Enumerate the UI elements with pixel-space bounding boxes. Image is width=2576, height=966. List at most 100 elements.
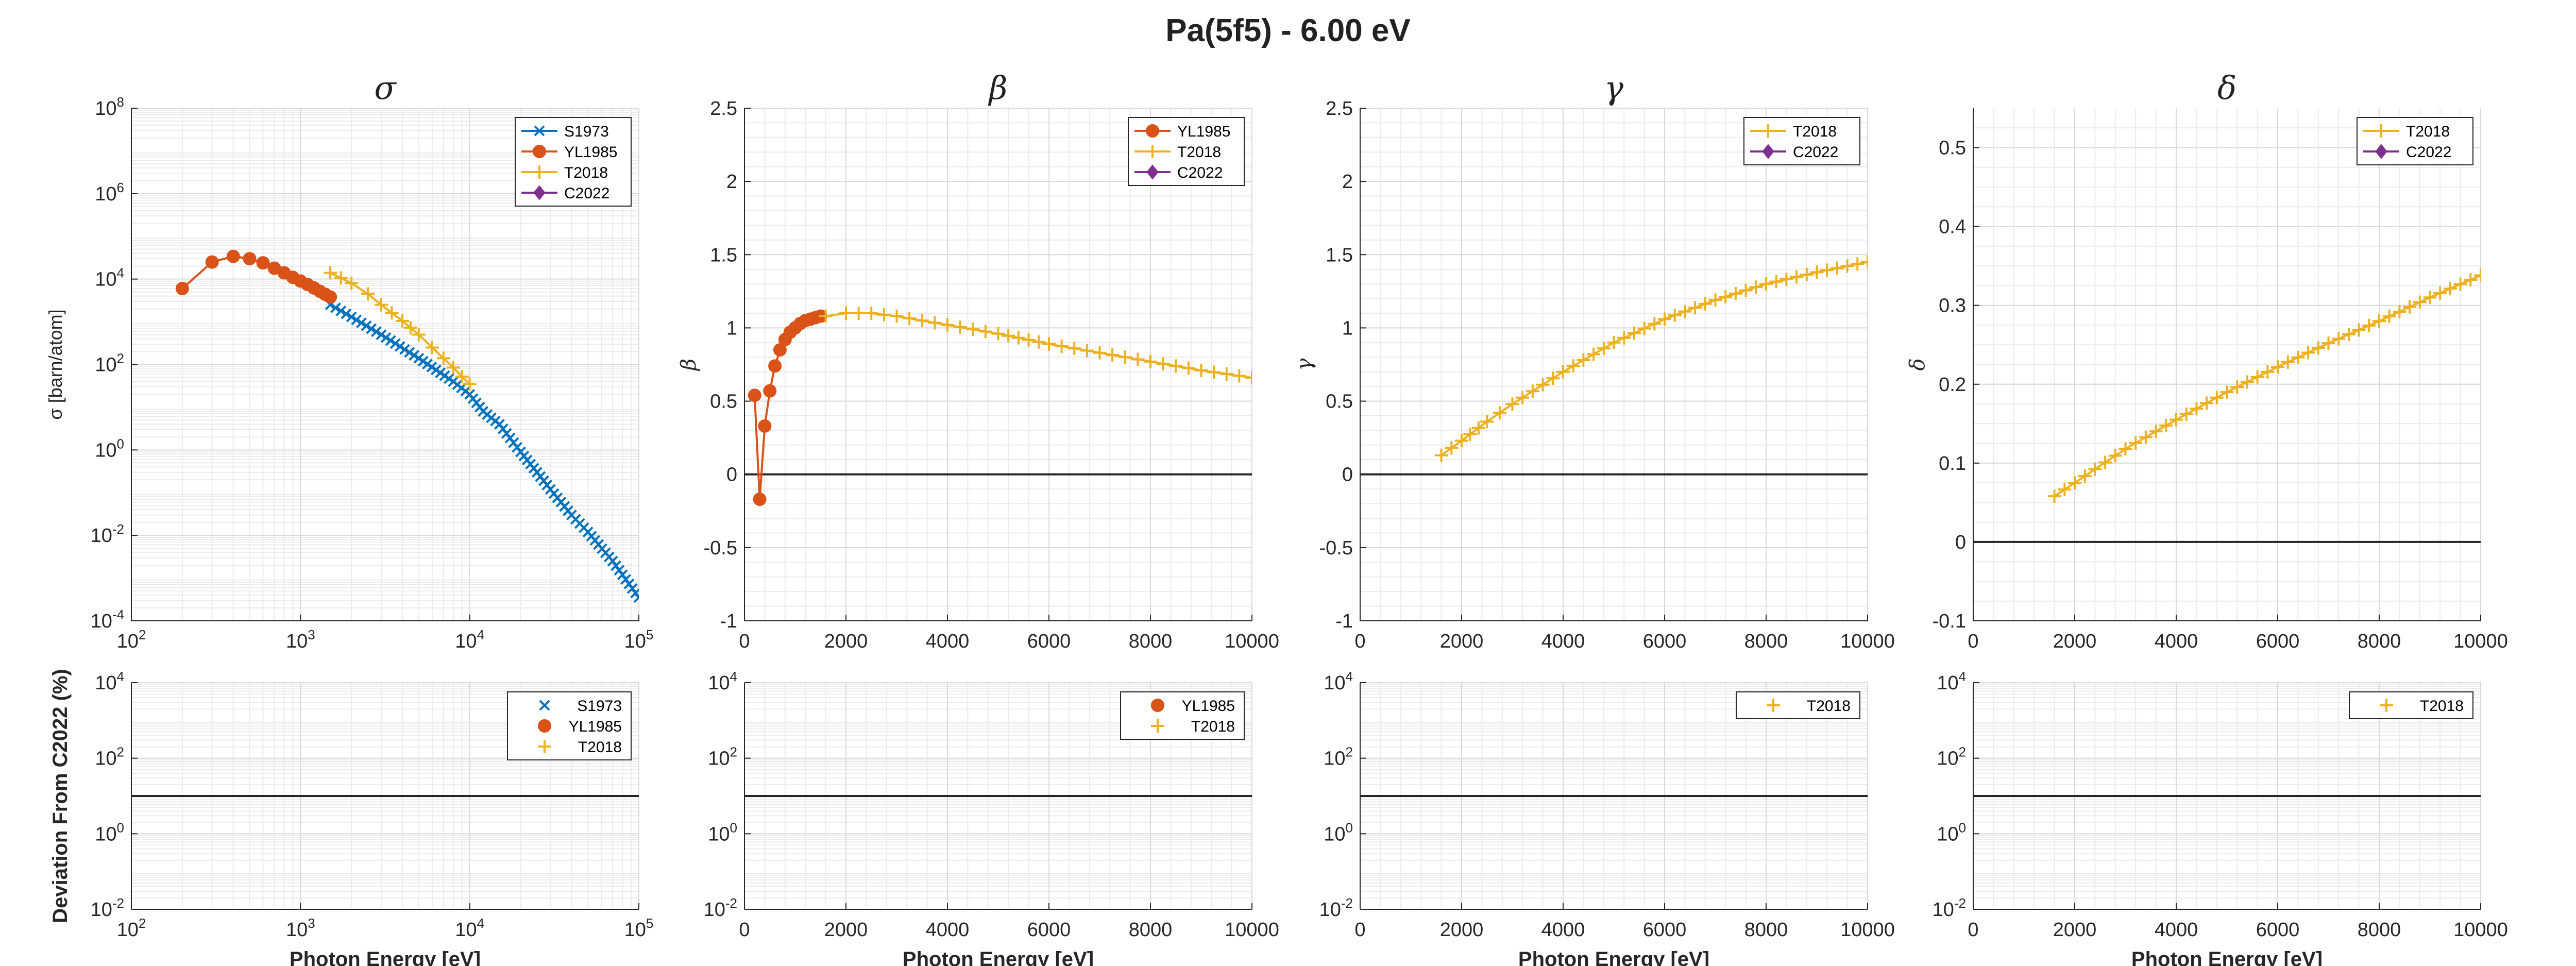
data-marker xyxy=(1169,359,1183,373)
tick-base: 10 xyxy=(455,919,477,941)
data-point xyxy=(446,361,460,375)
data-marker xyxy=(2382,310,2396,324)
data-point xyxy=(2271,360,2284,374)
data-point xyxy=(1093,346,1107,360)
data-marker xyxy=(578,522,589,533)
series-line xyxy=(2054,274,2481,497)
series-group xyxy=(748,307,1252,506)
data-marker xyxy=(2200,396,2214,410)
x-tick-label: 4000 xyxy=(1541,631,1585,652)
legend-entry-S1973: S1973 xyxy=(521,123,609,140)
tick-base: 10 xyxy=(95,269,116,291)
data-point xyxy=(226,249,240,263)
legend: YL1985 T2018 C2022 xyxy=(1128,117,1245,186)
x-tick-label: 0 xyxy=(1354,631,1365,652)
data-marker xyxy=(1617,331,1631,345)
tick-base: 10 xyxy=(624,631,646,652)
y-tick-label: 104 xyxy=(1324,669,1353,694)
data-point xyxy=(436,351,450,365)
data-marker xyxy=(335,305,347,316)
x-tick-label: 8000 xyxy=(2358,631,2401,652)
y-tick-label: 0.2 xyxy=(1939,374,1966,396)
data-marker xyxy=(2149,425,2163,438)
x-tick-label: 2000 xyxy=(2053,631,2097,652)
data-point xyxy=(455,370,469,384)
tick-base: 10 xyxy=(95,183,116,205)
data-marker xyxy=(528,463,539,474)
data-point xyxy=(2372,314,2386,328)
x-tick-label: 2000 xyxy=(1440,631,1484,652)
legend-marker xyxy=(2380,699,2393,712)
legend-label: T2018 xyxy=(2406,123,2450,140)
y-tick-label: 2.5 xyxy=(1326,98,1353,120)
legend-label: T2018 xyxy=(578,739,622,756)
x-tick-label: 10000 xyxy=(1840,631,1895,652)
tick-exponent: 2 xyxy=(730,744,737,760)
y-tick-label: 10-2 xyxy=(1933,895,1966,921)
data-marker xyxy=(978,325,992,338)
x-tick-label: 105 xyxy=(624,916,654,941)
figure-title: Pa(5f5) - 6.00 eV xyxy=(1165,13,1411,48)
legend-marker xyxy=(1146,145,1159,158)
series-YL1985 xyxy=(748,309,827,506)
data-point xyxy=(991,327,1005,341)
data-point xyxy=(1245,371,1252,385)
tick-exponent: -4 xyxy=(112,607,124,622)
tick-exponent: 0 xyxy=(1346,820,1353,835)
y-tick-label: 0.5 xyxy=(1326,391,1353,413)
subplot-dev_delta: 0 2000 4000 6000 8000 1000010-2100102104Photo… xyxy=(1933,669,2508,966)
data-marker xyxy=(1067,342,1081,355)
data-marker xyxy=(385,306,399,320)
data-marker xyxy=(2464,273,2478,287)
data-marker xyxy=(403,321,417,335)
data-marker xyxy=(1800,267,1814,281)
y-tick-label: 1 xyxy=(1342,317,1353,339)
y-tick-label: 100 xyxy=(1937,820,1966,845)
subplot-title: β xyxy=(988,69,1008,107)
data-marker xyxy=(2413,295,2427,309)
legend-label: T2018 xyxy=(2420,698,2464,715)
data-marker xyxy=(966,323,980,336)
legend-entry-C2022: C2022 xyxy=(1134,164,1223,181)
data-marker xyxy=(2433,286,2447,300)
data-point xyxy=(1607,335,1621,349)
legend-box xyxy=(2357,117,2473,165)
data-marker xyxy=(409,350,420,361)
legend-label: T2018 xyxy=(1191,718,1235,735)
legend-label: C2022 xyxy=(564,185,609,202)
x-tick-label: 0 xyxy=(1354,919,1365,941)
legend-label: C2022 xyxy=(1793,144,1838,161)
data-marker xyxy=(1587,347,1601,361)
tick-base: 10 xyxy=(95,439,116,461)
x-tick-label: 6000 xyxy=(1643,631,1687,652)
y-tick-label: -0.1 xyxy=(1933,611,1966,632)
legend-entry-T2018: T2018 xyxy=(538,739,622,756)
data-point xyxy=(941,318,954,332)
data-marker xyxy=(341,308,352,319)
data-marker xyxy=(351,314,362,326)
y-tick-label: -1 xyxy=(1335,611,1353,632)
data-marker xyxy=(2453,277,2467,291)
data-marker xyxy=(2078,469,2092,483)
x-axis-label: Photon Energy [eV] xyxy=(903,948,1094,966)
y-tick-label: 102 xyxy=(1324,744,1353,770)
data-marker xyxy=(1055,339,1069,353)
data-point xyxy=(324,266,337,280)
y-tick-label: 104 xyxy=(708,669,737,694)
y-tick-label: -0.5 xyxy=(1319,537,1353,559)
y-tick-label: 104 xyxy=(95,669,124,694)
x-tick-label: 6000 xyxy=(1643,919,1687,941)
data-point xyxy=(2119,442,2132,456)
x-axis-label: Photon Energy [eV] xyxy=(1518,948,1709,966)
data-marker xyxy=(385,335,396,346)
tick-exponent: 4 xyxy=(477,916,484,931)
data-point xyxy=(374,298,388,312)
tick-exponent: 5 xyxy=(646,627,653,642)
tick-base: 10 xyxy=(95,748,116,770)
legend-marker xyxy=(2375,144,2387,159)
data-marker xyxy=(1627,326,1641,340)
y-tick-label: 104 xyxy=(1937,669,1966,694)
data-marker xyxy=(630,587,639,599)
x-tick-label: 103 xyxy=(286,627,315,652)
